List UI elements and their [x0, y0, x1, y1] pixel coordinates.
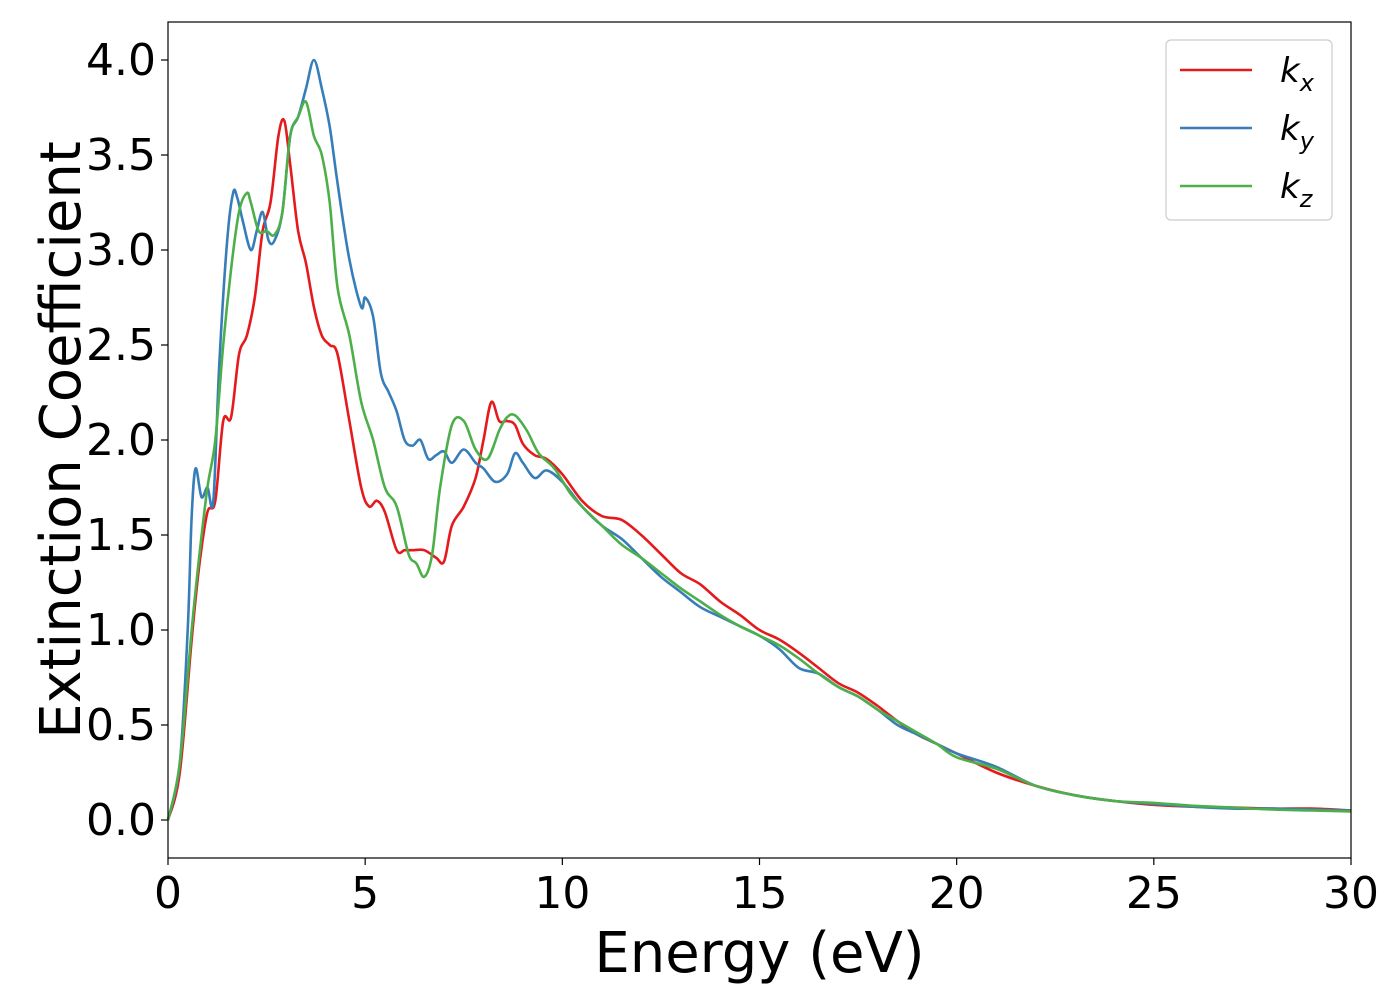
series-lines: [166, 58, 1352, 821]
legend-label-main: k: [1280, 167, 1301, 207]
x-tick-label: 30: [1323, 868, 1379, 919]
y-tick-label: 0.5: [86, 700, 156, 751]
x-tick-label: 15: [732, 868, 788, 919]
x-tick-label: 25: [1126, 868, 1182, 919]
x-tick-label: 20: [929, 868, 985, 919]
y-tick-label: 2.5: [86, 320, 156, 371]
legend-label-x: kx: [1280, 51, 1315, 97]
legend-label-main: k: [1280, 109, 1301, 149]
y-axis-ticks: 0.0 0.5 1.0 1.5 2.0 2.5 3.0 3.5 4.0: [86, 35, 168, 846]
y-axis-title: Extinction Coefficient: [29, 141, 94, 739]
y-tick-label: 0.0: [86, 795, 156, 846]
x-tick-label: 10: [534, 868, 590, 919]
y-tick-label: 4.0: [86, 35, 156, 86]
y-tick-label: 1.5: [86, 510, 156, 561]
x-axis-title: Energy (eV): [594, 921, 924, 986]
series-line-x: [166, 117, 1352, 821]
y-tick-label: 1.0: [86, 605, 156, 656]
y-tick-label: 3.0: [86, 225, 156, 276]
legend-box: [1165, 39, 1333, 221]
series-line-y: [166, 58, 1352, 821]
legend-label-subscript: z: [1299, 185, 1314, 213]
y-tick-label: 3.5: [86, 130, 156, 181]
plot-area-frame: [167, 21, 1352, 859]
legend-label-z: kz: [1280, 167, 1314, 213]
legend-label-subscript: y: [1299, 127, 1315, 155]
legend-label-y: ky: [1280, 109, 1315, 155]
x-axis-ticks: 0 5 10 15 20 25 30: [154, 858, 1379, 919]
legend-label-subscript: x: [1299, 69, 1315, 97]
x-tick-label: 5: [351, 868, 379, 919]
legend-label-main: k: [1280, 51, 1301, 91]
series-line-z: [166, 100, 1352, 821]
y-tick-label: 2.0: [86, 415, 156, 466]
x-tick-label: 0: [154, 868, 182, 919]
